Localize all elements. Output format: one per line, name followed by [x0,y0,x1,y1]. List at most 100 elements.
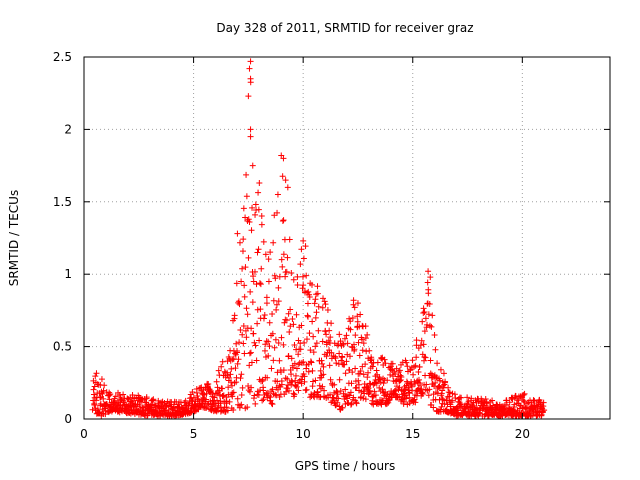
data-point [273,301,280,308]
data-point [322,301,329,308]
data-point [434,360,441,367]
data-point [268,365,275,372]
data-point [236,402,243,409]
data-point [291,341,298,348]
data-point [136,401,143,408]
data-point [241,282,248,289]
data-point [261,311,268,318]
data-point [320,295,327,302]
data-point [272,275,279,282]
data-point [247,75,254,82]
data-point [371,388,378,395]
data-point [271,344,278,351]
data-point [308,281,315,288]
data-point [148,401,155,408]
data-point [411,396,418,403]
data-point [237,375,244,382]
data-point [273,306,280,313]
data-point [248,359,255,366]
data-point [431,331,438,338]
data-point [389,360,396,367]
data-point [412,362,419,369]
data-point [307,358,314,365]
data-point [440,370,447,377]
data-point [280,217,287,224]
data-point [360,395,367,402]
data-point [360,371,367,378]
data-point [413,354,420,361]
y-tick-label: 0 [64,412,72,426]
data-point [308,359,315,366]
data-point [301,339,308,346]
data-point [432,346,439,353]
data-point [374,359,381,366]
data-point [274,191,281,198]
data-point [355,339,362,346]
data-point [367,381,374,388]
data-point [342,370,349,377]
data-point [265,256,272,263]
data-point [203,390,210,397]
data-point [295,361,302,368]
data-point [297,261,304,268]
data-point [294,273,301,280]
data-point [97,394,104,401]
data-point [381,356,388,363]
data-point [392,370,399,377]
data-point [270,239,277,246]
data-point [242,214,249,221]
data-point [238,391,245,398]
data-point [234,360,241,367]
data-point [482,395,489,402]
data-point [336,350,343,357]
data-point [218,363,225,370]
data-point [421,308,428,315]
data-point [362,396,369,403]
data-point [410,371,417,378]
data-point [420,341,427,348]
data-point [438,403,445,410]
data-point [309,318,316,325]
data-point [287,306,294,313]
data-point [315,327,322,334]
data-point [279,217,286,224]
data-point [219,393,226,400]
data-point [262,341,269,348]
data-point [284,254,291,261]
data-point [301,378,308,385]
x-tick-labels: 0 5 10 15 20 [80,427,530,441]
plot-frame [83,56,611,420]
data-point [427,274,434,281]
data-point [347,318,354,325]
data-point [520,391,527,398]
data-points [89,58,548,420]
data-point [265,338,272,345]
data-point [247,288,254,295]
data-point [272,391,279,398]
data-point [319,338,326,345]
data-point [250,278,257,285]
x-tick-label: 20 [515,427,530,441]
data-point [339,354,346,361]
data-point [328,349,335,356]
data-point [264,389,271,396]
data-point [369,363,376,370]
data-point [440,396,447,403]
data-point [256,179,263,186]
data-point [237,327,244,334]
data-point [303,272,310,279]
data-point [337,388,344,395]
data-point [321,387,328,394]
data-point [258,265,265,272]
data-point [427,370,434,377]
data-point [240,205,247,212]
data-point [247,126,254,133]
data-point [359,347,366,354]
data-point [319,360,326,367]
data-point [425,392,432,399]
data-point [245,93,252,100]
data-point [254,320,261,327]
data-point [251,268,258,275]
data-point [293,311,300,318]
